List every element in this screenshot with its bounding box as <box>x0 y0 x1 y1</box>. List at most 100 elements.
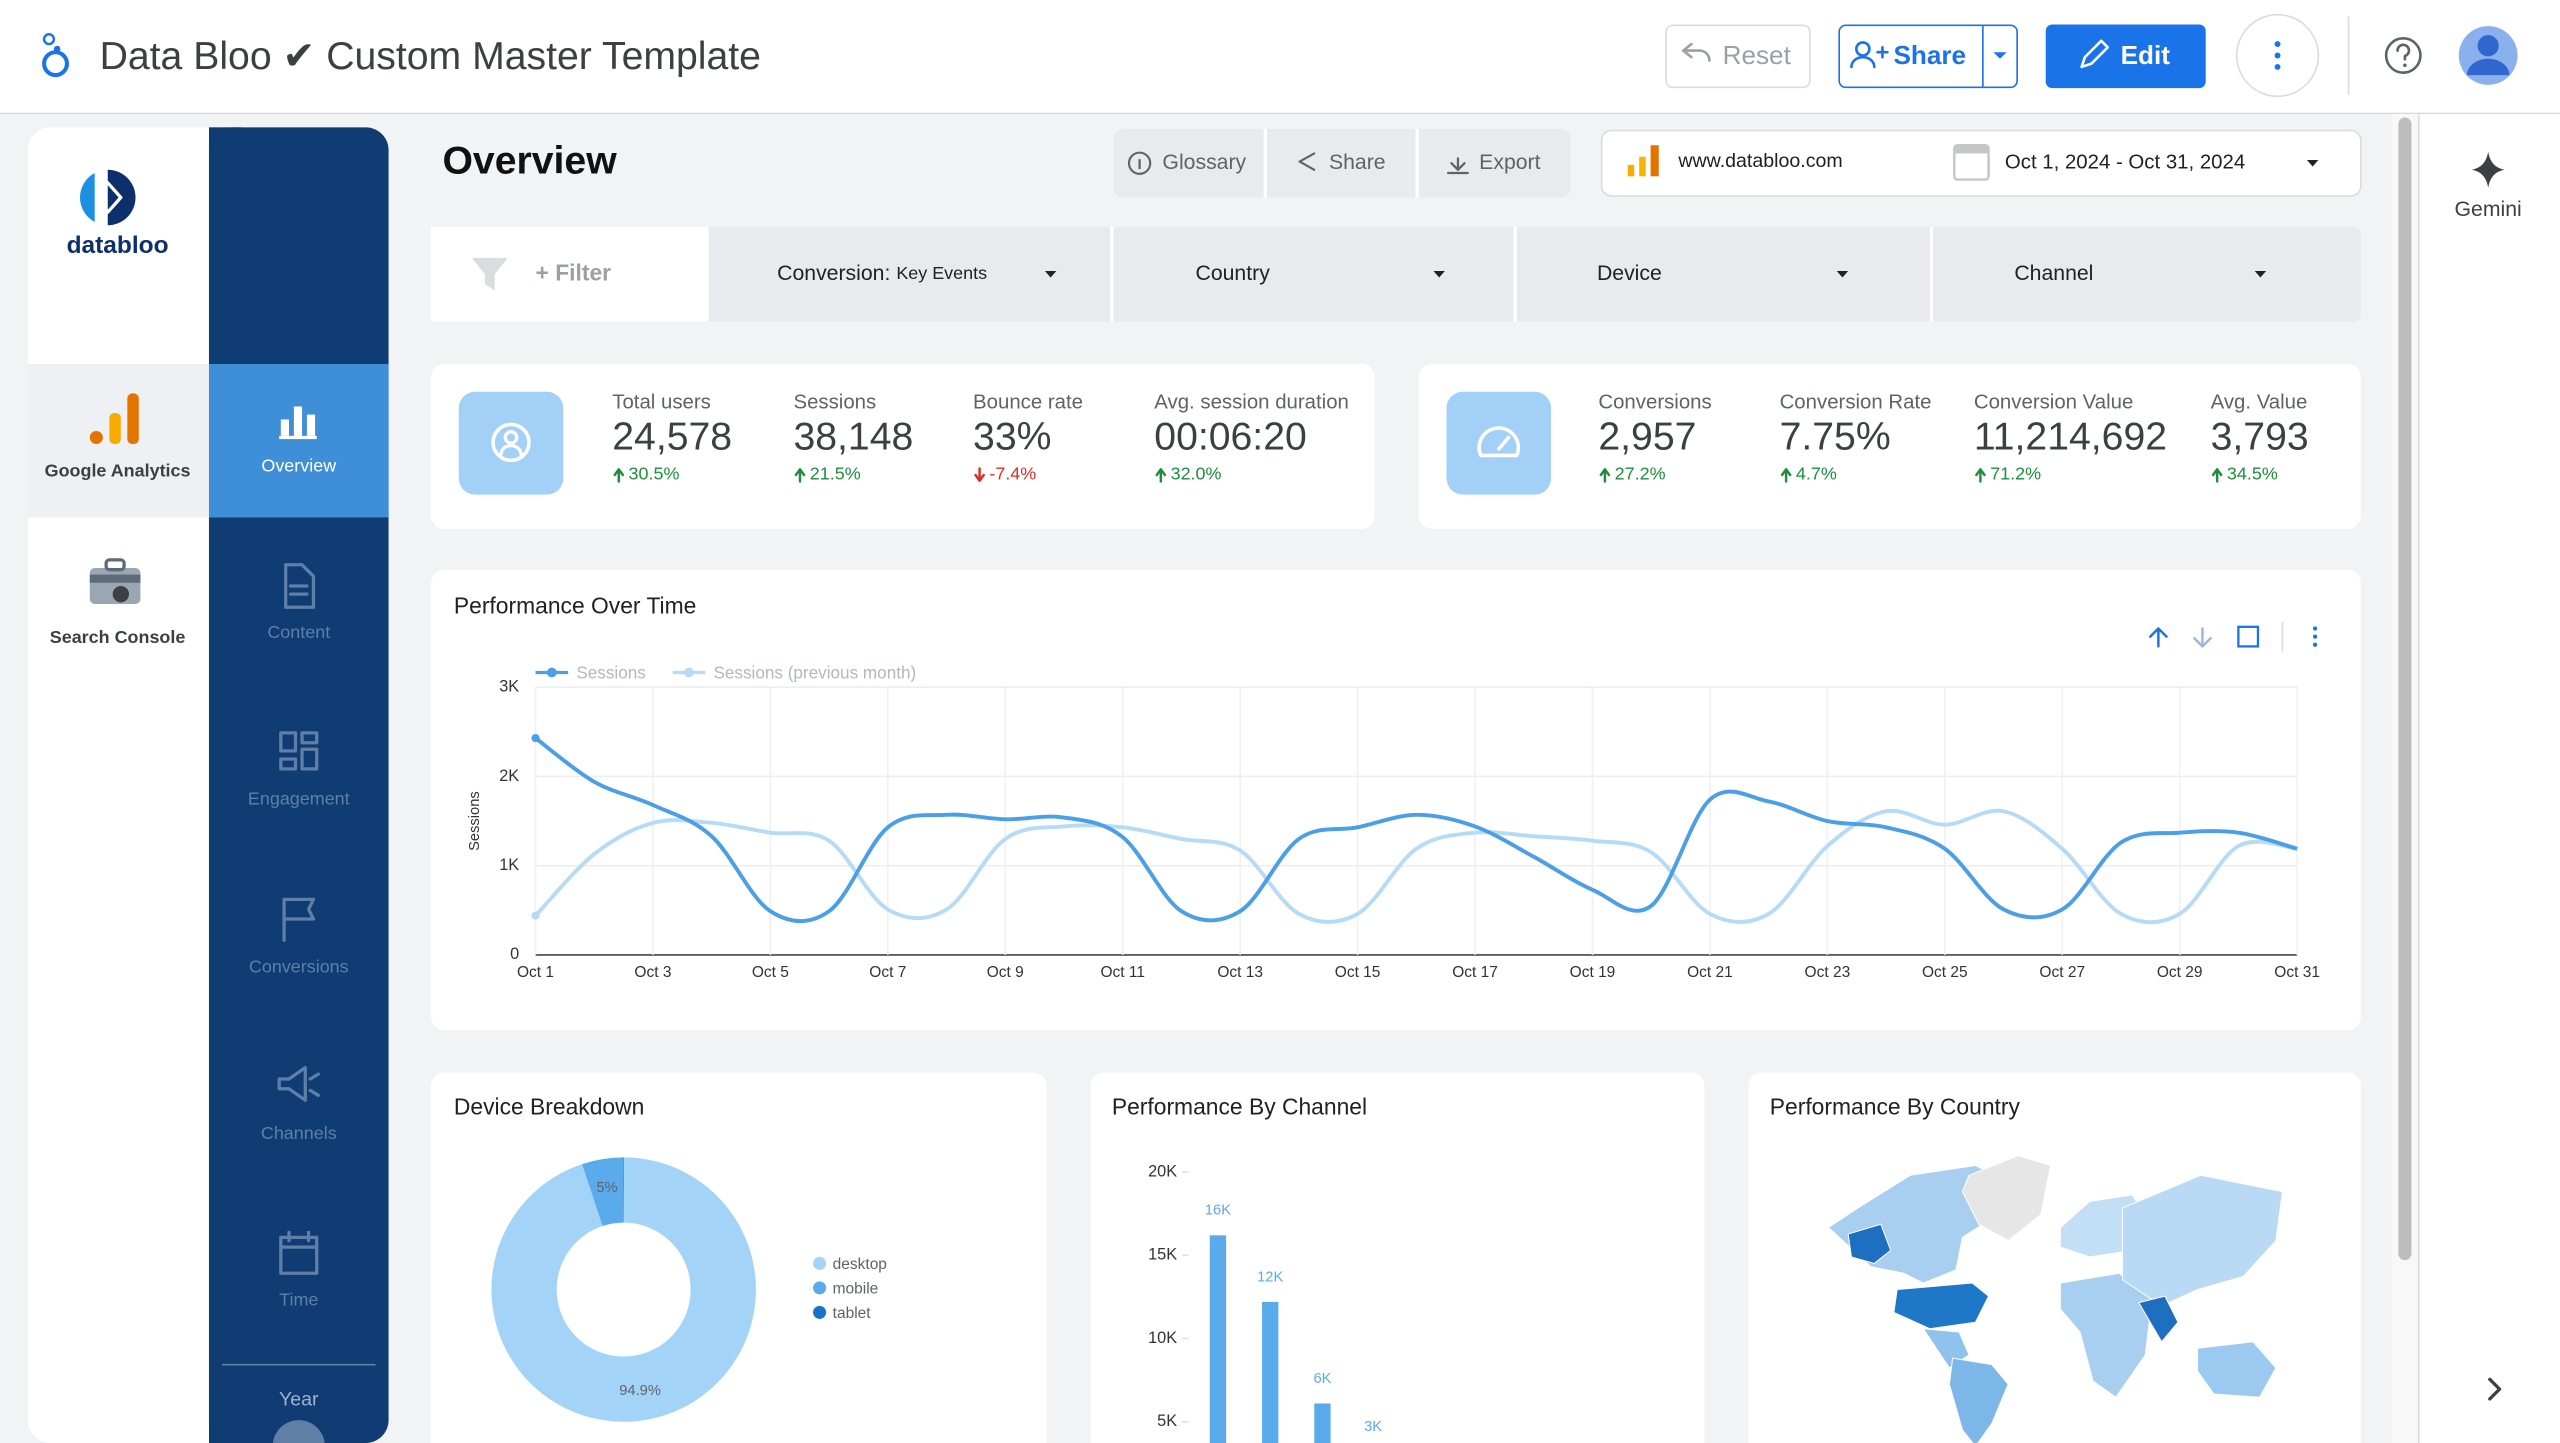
nav-icon <box>277 1065 321 1102</box>
edit-icon <box>2080 39 2110 69</box>
sort-desc <box>2193 627 2212 648</box>
x-tick-label: Oct 25 <box>1922 964 1968 981</box>
map-region <box>2121 1174 2283 1307</box>
export-icon <box>1447 157 1469 175</box>
report-title: Data Bloo ✔ Custom Master Template <box>100 35 761 78</box>
chart-menu-dot <box>2312 642 2318 647</box>
toolbar-label[interactable]: Share <box>1329 151 1386 174</box>
legend-swatch-dot <box>546 667 557 678</box>
ga-mini <box>1639 156 1646 177</box>
site-label: www.databloo.com <box>1677 150 1842 172</box>
year-label: Year <box>279 1389 319 1411</box>
reset-label[interactable]: Reset <box>1723 40 1792 70</box>
filter-label[interactable]: Country <box>1196 262 1271 285</box>
legend-label[interactable]: desktop <box>833 1256 887 1273</box>
kpi-change: 4.7% <box>1796 464 1837 484</box>
series-line <box>534 808 2298 925</box>
share-button[interactable] <box>1838 24 2018 89</box>
gemini-label[interactable]: Gemini <box>2455 198 2522 221</box>
sort-asc <box>2148 627 2168 648</box>
help-button[interactable] <box>2384 37 2422 74</box>
kpi-label: Bounce rate <box>973 392 1083 414</box>
kpi-trend-arrow <box>1975 468 1986 483</box>
legend-label[interactable]: Sessions <box>576 663 646 683</box>
gemini-icon <box>2471 151 2505 188</box>
source-label[interactable]: Search Console <box>50 627 186 647</box>
nav-label[interactable]: Channels <box>261 1123 337 1143</box>
bar-value-label: 12K <box>1257 1269 1283 1285</box>
more-dot <box>2274 52 2281 59</box>
edit-button[interactable] <box>2045 24 2206 89</box>
sc-icon-band <box>89 574 141 583</box>
y-tick-label: 15K <box>1148 1246 1177 1264</box>
reset-icon <box>1681 42 1711 62</box>
nav-label[interactable]: Overview <box>261 456 336 476</box>
bar-value-label: 3K <box>1364 1419 1382 1435</box>
reset-button[interactable] <box>1665 24 1811 89</box>
drill-icon <box>2237 625 2260 648</box>
series-line <box>534 736 2298 924</box>
kpi-icon-glyph <box>491 422 531 463</box>
kpi-icon-glyph <box>503 430 519 445</box>
y-tick-label: 2K <box>499 767 519 785</box>
legend-label[interactable]: tablet <box>833 1305 872 1322</box>
nav-label[interactable]: Conversions <box>249 957 349 977</box>
kpi-label: Avg. session duration <box>1154 392 1349 414</box>
x-tick-label: Oct 29 <box>2157 964 2203 981</box>
databloo-logo-part <box>80 173 95 222</box>
toolbar-label[interactable]: Glossary <box>1162 151 1246 174</box>
nav-label[interactable]: Content <box>267 622 330 642</box>
kpi-change: 34.5% <box>2227 464 2278 484</box>
nav-label[interactable]: Engagement <box>248 789 350 809</box>
filter-detail[interactable]: Key Events <box>896 263 987 283</box>
filter-label[interactable]: Channel <box>2014 262 2093 285</box>
series-end-dot <box>531 734 540 743</box>
date-caret <box>2306 159 2319 167</box>
nav-label[interactable]: Time <box>279 1290 318 1310</box>
date-range[interactable]: Oct 1, 2024 - Oct 31, 2024 <box>2005 152 2245 174</box>
bar <box>1262 1301 1279 1443</box>
chart-menu-dot <box>2312 634 2318 639</box>
active-nav[interactable] <box>208 364 389 518</box>
toolbar <box>1113 128 1571 198</box>
filter-icon <box>471 257 508 291</box>
chart-card <box>1090 1072 1705 1443</box>
map-region <box>1922 1328 1970 1369</box>
kpi-icon-glyph <box>1496 435 1511 451</box>
edit-label[interactable]: Edit <box>2121 40 2171 70</box>
y-tick-label: 1K <box>499 856 519 874</box>
kpi-trend-arrow <box>1599 468 1611 483</box>
kpi-value: 33% <box>973 415 1051 458</box>
share-icon <box>1855 41 1871 57</box>
chart-menu-dot <box>2312 626 2318 631</box>
kpi-change: 27.2% <box>1615 464 1666 484</box>
kpi-change: 21.5% <box>810 464 861 484</box>
kpi-label: Sessions <box>793 392 876 414</box>
kpi-value: 11,214,692 <box>1974 415 2167 458</box>
filter-add[interactable] <box>431 226 709 322</box>
y-axis-label: Sessions <box>467 791 483 851</box>
property-selector[interactable] <box>1600 129 2362 197</box>
filter-caret <box>1433 270 1445 278</box>
map-region <box>2138 1295 2179 1343</box>
kpi-label: Conversions <box>1598 392 1711 414</box>
toolbar-label[interactable]: Export <box>1479 151 1540 174</box>
source-label[interactable]: Google Analytics <box>45 460 191 480</box>
ga-icon-bar <box>109 412 121 444</box>
y-tick-label: 20K <box>1148 1162 1177 1180</box>
donut-slice <box>622 1157 624 1223</box>
map-region <box>1893 1282 1990 1330</box>
filter-label[interactable]: Conversion: <box>777 262 890 285</box>
ga-mini <box>1650 145 1659 177</box>
map-region <box>2197 1341 2277 1398</box>
ga-icon-dot <box>89 430 103 444</box>
chart-title: Performance By Country <box>1770 1093 2021 1119</box>
filter-add-label[interactable]: + Filter <box>536 259 612 285</box>
legend-label[interactable]: mobile <box>833 1281 879 1298</box>
year-toggle[interactable] <box>272 1420 325 1443</box>
logo-text: databloo <box>67 232 169 259</box>
legend-label[interactable]: Sessions (previous month) <box>713 663 916 683</box>
share-label[interactable]: Share <box>1894 40 1967 70</box>
filter-label[interactable]: Device <box>1597 262 1662 285</box>
y-tick-label: 10K <box>1148 1329 1177 1347</box>
